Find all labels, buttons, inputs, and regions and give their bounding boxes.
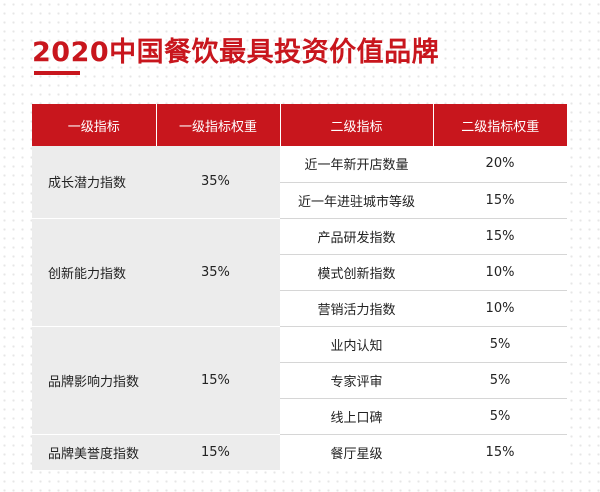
level1-weight: 15% [156,434,280,470]
level1-name: 创新能力指数 [32,218,156,327]
level1-name: 品牌影响力指数 [32,326,156,435]
level1-name: 成长潜力指数 [32,146,156,219]
header-level1-weight: 一级指标权重 [156,104,281,146]
level2-weight: 20% [433,146,567,183]
level2-weight: 15% [433,182,567,219]
header-level2: 二级指标 [280,104,434,146]
level2-weight: 10% [433,290,567,327]
table-row: 品牌影响力指数 15% 业内认知 5% [32,326,567,435]
table-row: 专家评审 5% [32,362,567,399]
level2-name: 模式创新指数 [280,254,433,291]
table-row: 品牌美誉度指数 15% 餐厅星级 15% [32,434,567,470]
table-row: 成长潜力指数 35% 近一年新开店数量 20% [32,146,567,219]
table-row: 近一年进驻城市等级 15% [32,182,567,219]
level2-name: 近一年进驻城市等级 [280,182,433,219]
level1-weight: 35% [156,146,280,219]
table-row: 线上口碑 5% [32,398,567,435]
level2-weight: 5% [433,398,567,435]
page-title: 2020中国餐饮最具投资价值品牌 [32,37,440,68]
title-underline [34,71,80,75]
level2-name: 产品研发指数 [280,218,433,255]
table-row: 营销活力指数 10% [32,290,567,327]
index-table: 一级指标 一级指标权重 二级指标 二级指标权重 成长潜力指数 35% 近一年新开… [32,104,567,470]
level2-name: 营销活力指数 [280,290,433,327]
table-row: 创新能力指数 35% 产品研发指数 15% [32,218,567,327]
level2-name: 餐厅星级 [330,446,383,462]
level2-name: 近一年新开店数量 [280,146,433,183]
table-header-row: 一级指标 一级指标权重 二级指标 二级指标权重 [32,104,567,146]
table-row: 模式创新指数 10% [32,254,567,291]
level2-name: 线上口碑 [280,398,433,435]
header-level2-weight: 二级指标权重 [433,104,567,146]
level2-name: 业内认知 [280,326,433,363]
level2-weight: 15% [433,218,567,255]
level2-weight: 10% [433,254,567,291]
level1-name: 品牌美誉度指数 [32,434,156,470]
level1-weight: 15% [156,326,280,435]
header-level1: 一级指标 [32,104,157,146]
level2-weight: 15% [485,444,515,460]
level1-weight: 35% [156,218,280,327]
level2-weight: 5% [433,326,567,363]
level2-weight: 5% [433,362,567,399]
level2-name: 专家评审 [280,362,433,399]
